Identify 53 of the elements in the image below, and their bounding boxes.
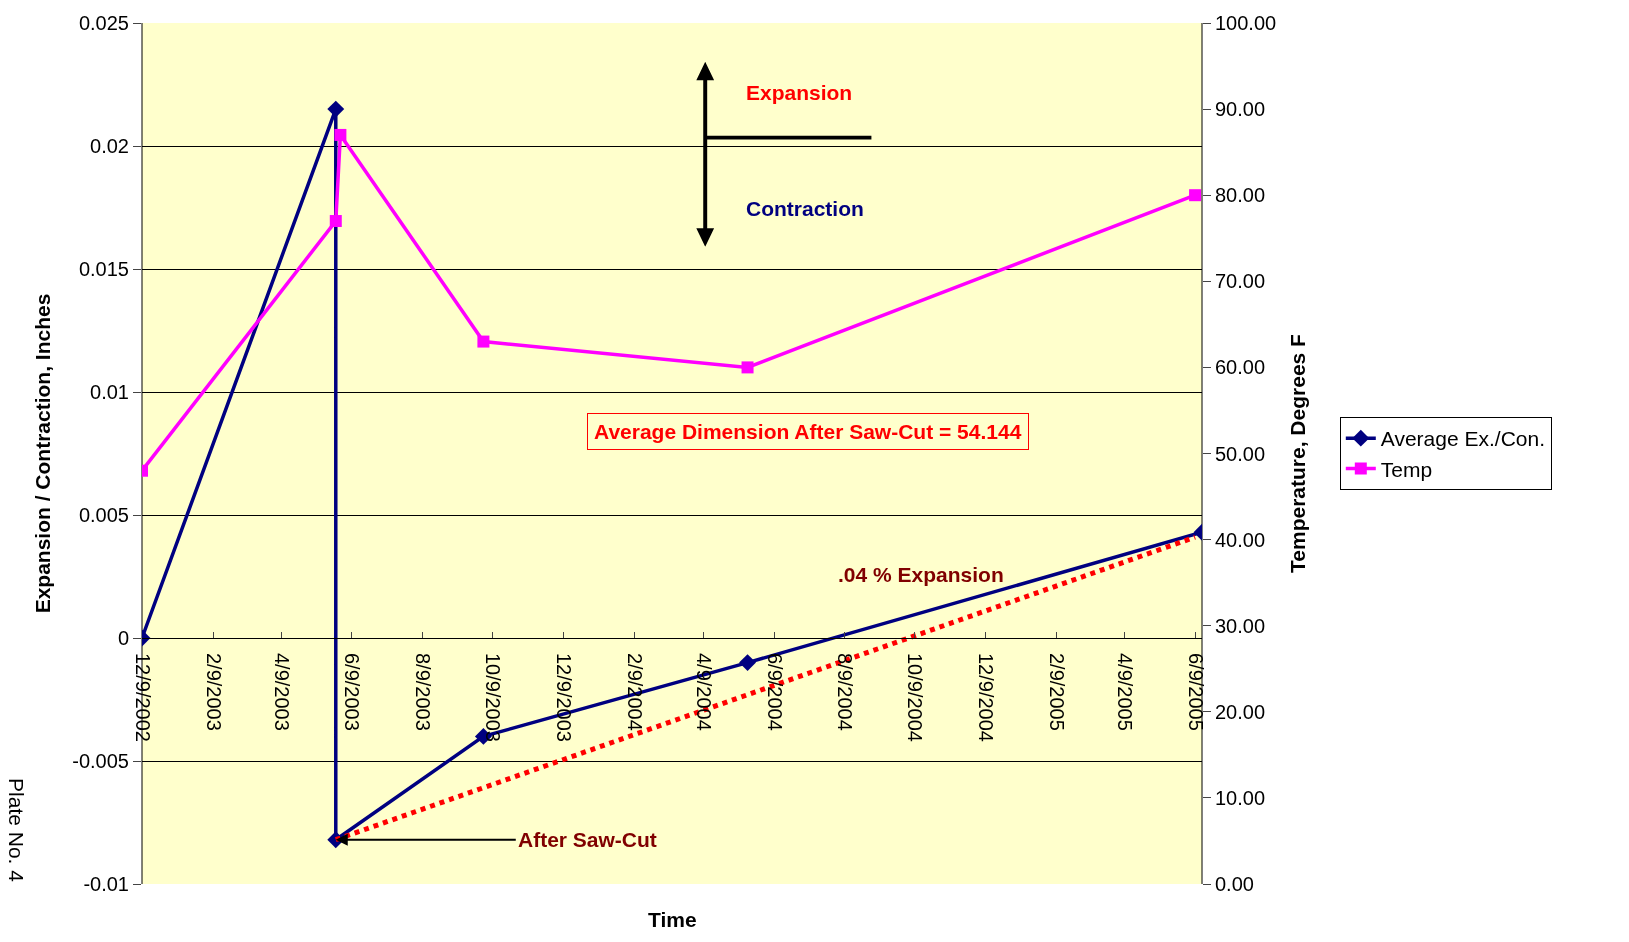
y2-tick-label: 10.00 [1215,786,1266,809]
x-tick-label: 6/9/2004 [763,653,786,731]
y2-tick-label: 0.00 [1215,873,1254,895]
x-tick-label: 12/9/2004 [974,653,997,742]
y2-tick-label: 20.00 [1215,700,1266,723]
x-tick-label: 4/9/2003 [271,653,294,731]
x-tick-label: 4/9/2005 [1114,653,1137,731]
x-tick-label: 10/9/2004 [904,653,927,742]
y-tick-label: -0.005 [72,750,129,772]
x-tick-label: 6/9/2005 [1184,653,1207,731]
x-tick-label: 4/9/2004 [693,653,716,731]
annotation: .04 % Expansion [838,563,1004,586]
y2-tick-label: 70.00 [1215,270,1266,293]
x-tick-label: 10/9/2003 [482,653,505,742]
point [477,335,490,348]
y2-tick-label: 80.00 [1215,184,1266,207]
y2-tick-label: 30.00 [1215,614,1266,637]
x-tick-label: 8/9/2004 [833,653,856,731]
point [329,215,342,228]
point [1189,189,1202,202]
annotation: Contraction [746,197,864,220]
x-tick-label: 2/9/2003 [203,653,226,731]
y-tick-label: 0.005 [78,504,129,526]
point [739,654,756,672]
y2-tick-label: 50.00 [1215,442,1266,465]
text: Plate No. 4 [4,778,28,883]
x-tick-label: 12/9/2002 [131,653,154,742]
x-tick-label: 12/9/2003 [552,653,575,742]
x-axis-title: Time [648,908,697,931]
y-tick-label: 0.015 [78,258,129,280]
legend-label: Average Ex./Con. [1380,427,1546,451]
x-tick-label: 6/9/2003 [341,653,364,731]
y-tick-label: 0.02 [90,135,129,157]
point [334,128,347,141]
y-tick-label: -0.01 [83,873,129,895]
y2-axis-title: Temperature, Degrees F [1286,333,1310,573]
point [741,361,754,374]
x-tick-label: 2/9/2005 [1046,653,1069,731]
y-tick-label: 0.025 [78,12,129,34]
y-tick-label: 0 [117,627,129,649]
y2-tick-label: 60.00 [1215,356,1266,379]
annotation: Average Dimension After Saw-Cut = 54.144 [594,420,1022,443]
x-tick-label: 8/9/2003 [411,653,434,731]
legend-label: Temp [1380,457,1433,481]
x-tick-label: 2/9/2004 [624,653,647,731]
y2-tick-label: 100.00 [1215,12,1277,34]
y-axis-title: Expansion / Contraction, Inches [31,293,55,614]
annotation: After Saw-Cut [518,828,657,851]
y2-tick-label: 40.00 [1215,528,1266,551]
annotation: Expansion [746,81,853,104]
y-tick-label: 0.01 [90,381,129,403]
point [327,100,345,118]
y2-tick-label: 90.00 [1215,98,1266,121]
